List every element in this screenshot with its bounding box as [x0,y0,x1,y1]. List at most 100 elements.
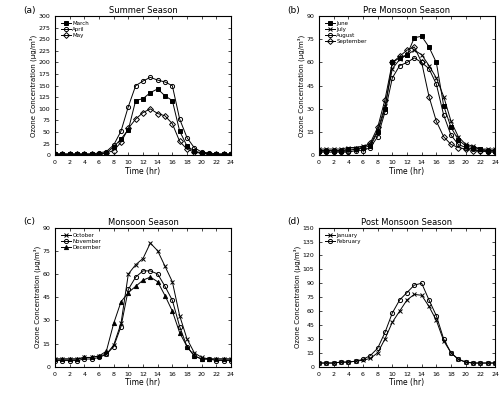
August [316,150,322,155]
August [412,56,418,60]
April [228,152,234,156]
October [220,357,226,361]
June [418,34,424,39]
April [88,152,94,156]
July [478,147,484,152]
October [88,355,94,360]
June [440,103,446,108]
July [382,103,388,108]
December [66,357,72,361]
October [162,264,168,269]
Legend: January, February: January, February [324,232,362,245]
June [390,60,396,65]
Legend: October, November, December: October, November, December [60,232,102,251]
August [462,145,468,150]
December [214,357,220,361]
June [478,147,484,152]
February [390,311,396,316]
September [374,125,380,130]
April [104,149,110,154]
October [198,355,204,360]
December [140,278,146,283]
December [104,349,110,354]
February [324,361,330,366]
January [470,361,476,366]
April [110,143,116,147]
Line: August: August [317,56,497,154]
April [140,79,146,83]
January [440,339,446,343]
November [110,344,116,349]
August [434,82,440,87]
June [448,125,454,130]
X-axis label: Time (hr): Time (hr) [126,378,160,387]
August [368,145,374,150]
Title: Monsoon Season: Monsoon Season [108,218,178,227]
October [66,357,72,361]
October [132,262,138,267]
June [352,147,358,152]
Line: November: November [53,269,233,363]
July [404,52,410,57]
December [176,330,182,335]
April [220,152,226,156]
March [88,152,94,157]
March [96,152,102,156]
May [126,126,132,131]
September [330,148,336,153]
Line: September: September [317,45,497,153]
February [470,361,476,366]
May [206,152,212,156]
November [162,284,168,289]
June [470,145,476,150]
August [330,150,336,155]
November [96,355,102,360]
November [66,358,72,363]
May [66,152,72,157]
April [170,83,175,88]
September [404,48,410,52]
March [206,152,212,156]
Y-axis label: Ozone Concentration (µg/m³): Ozone Concentration (µg/m³) [298,35,305,137]
July [360,143,366,148]
October [96,353,102,358]
September [478,148,484,153]
October [74,357,80,361]
June [492,148,498,153]
November [74,358,80,363]
December [88,355,94,360]
X-axis label: Time (hr): Time (hr) [390,166,424,175]
May [104,150,110,155]
Title: Summer Season: Summer Season [108,6,178,15]
June [374,130,380,135]
March [104,150,110,155]
October [206,357,212,361]
May [192,150,198,154]
February [418,281,424,286]
Text: (a): (a) [24,6,36,15]
April [52,152,58,156]
May [228,152,234,157]
April [206,150,212,155]
August [478,148,484,153]
Line: October: October [52,241,234,361]
June [456,137,462,142]
April [60,152,66,156]
April [198,150,204,154]
November [214,358,220,363]
September [440,134,446,139]
July [396,57,402,62]
November [228,358,234,363]
Y-axis label: Ozone Concentration (µg/m³): Ozone Concentration (µg/m³) [294,246,301,348]
February [426,297,432,302]
January [338,359,344,364]
January [368,356,374,361]
July [434,75,440,80]
September [448,142,454,147]
April [162,79,168,84]
January [374,350,380,355]
April [192,145,198,150]
December [74,357,80,361]
January [412,292,418,297]
June [330,148,336,153]
